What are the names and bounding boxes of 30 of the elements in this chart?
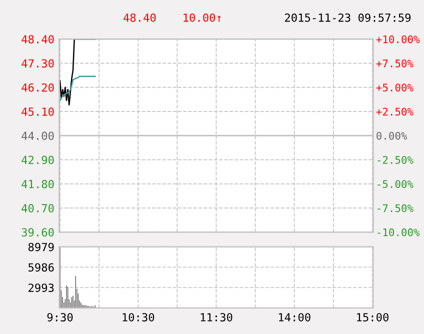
y-tick-label: 48.40	[22, 35, 54, 44]
x-tick-label: 11:30	[200, 313, 232, 322]
text: 10.00↑	[184, 13, 221, 22]
y2-tick-label: -2.50%	[378, 156, 414, 164]
y-tick-label: 39.60	[22, 228, 54, 237]
y2-tick-label: -10.00%	[378, 228, 420, 236]
y-tick-label: 2993	[28, 284, 54, 292]
x-tick-label: 9:30	[47, 313, 73, 322]
y2-tick-label: +7.50%	[376, 59, 414, 68]
y-tick-label: 42.90	[22, 156, 54, 164]
y2-tick-label: +10.00%	[376, 35, 420, 44]
y-tick-label: 40.70	[22, 204, 54, 212]
y2-tick-label: -7.50%	[378, 204, 414, 212]
x-tick-label: 15:00	[357, 313, 388, 322]
y2-tick-label: -5.00%	[378, 180, 414, 188]
y-tick-label: 45.10	[22, 107, 54, 116]
y-tick-label: 41.80	[22, 180, 54, 188]
y-tick-label: 5986	[28, 263, 54, 272]
y-tick-label: 47.30	[22, 59, 54, 68]
y-tick-label: 8979	[28, 242, 54, 252]
y-tick-label: 44.00	[22, 132, 54, 140]
y2-tick-label: +5.00%	[376, 84, 414, 92]
y2-tick-label: +2.50%	[376, 108, 414, 116]
y-tick-label: 46.20	[22, 83, 54, 92]
x-tick-label: 14:00	[278, 313, 310, 322]
x-tick-label: 10:30	[122, 313, 154, 322]
y2-tick-label: 0.00%	[376, 132, 408, 140]
text: 48.40	[124, 13, 156, 22]
text: 2015-11-23 09:57:59	[285, 13, 411, 22]
line-series	[59, 76, 96, 102]
